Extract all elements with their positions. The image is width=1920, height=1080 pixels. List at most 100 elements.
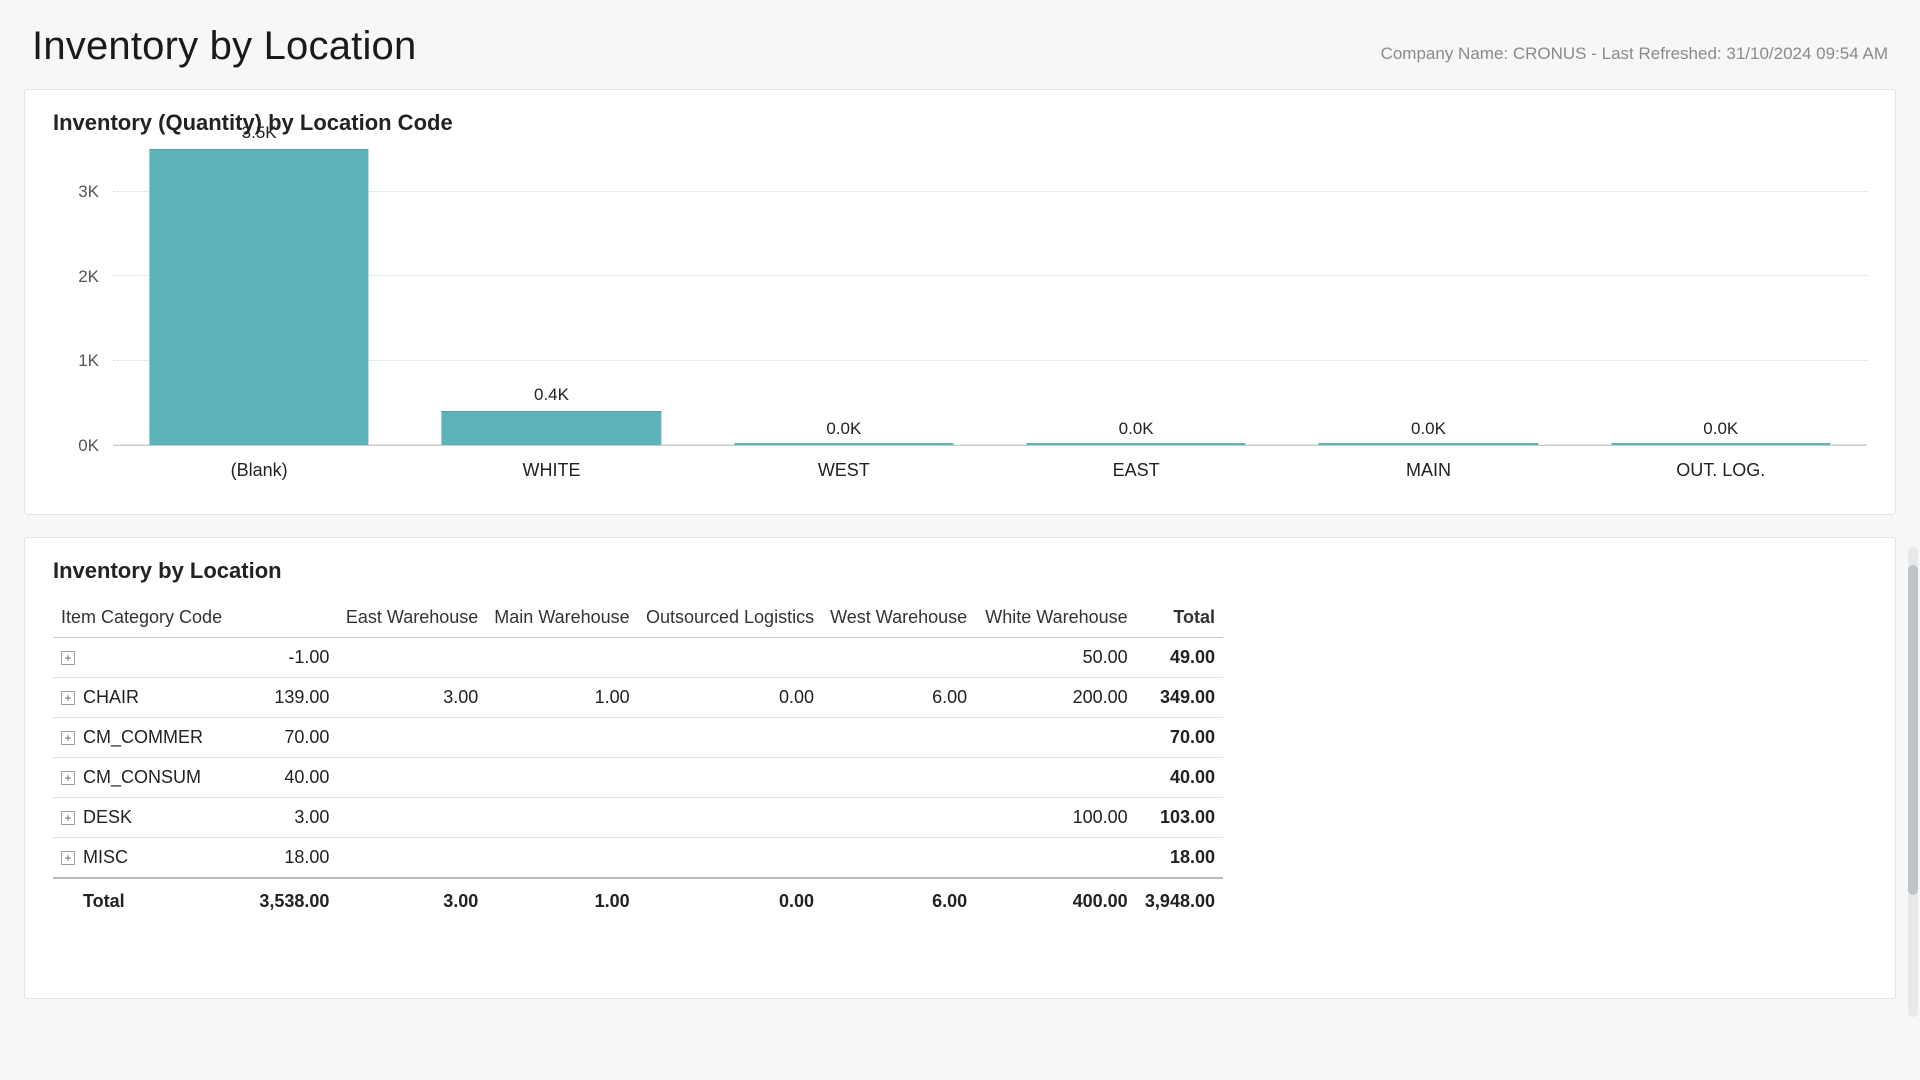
x-tick: EAST [990, 454, 1282, 490]
cell [53, 638, 250, 678]
column-header[interactable]: Main Warehouse [486, 598, 637, 638]
expand-icon[interactable] [61, 691, 75, 705]
footer-cell: 3,948.00 [1136, 878, 1223, 924]
cell [486, 758, 637, 798]
cell: 40.00 [1136, 758, 1223, 798]
table-row[interactable]: DESK 3.00 100.00103.00 [53, 798, 1223, 838]
bars: 3.5K 0.4K 0.0K 0.0K 0.0K 0.0K [113, 150, 1867, 445]
x-tick: WHITE [405, 454, 697, 490]
matrix-table[interactable]: Item Category Code East WarehouseMain War… [53, 598, 1223, 924]
cell: 70.00 [250, 718, 337, 758]
cell [337, 638, 486, 678]
expand-icon[interactable] [61, 731, 75, 745]
cell: 349.00 [1136, 678, 1223, 718]
y-axis: 0K1K2K3K [53, 150, 107, 446]
bar-slot: 0.0K [698, 150, 990, 445]
bar[interactable] [442, 411, 661, 445]
cell [337, 838, 486, 879]
page-header: Inventory by Location Company Name: CRON… [24, 24, 1896, 69]
bar-chart[interactable]: 0K1K2K3K3.5K0.4K0.0K0.0K0.0K0.0K(Blank)W… [53, 150, 1867, 490]
x-tick: (Blank) [113, 454, 405, 490]
cell [486, 638, 637, 678]
bar-value-label: 0.0K [1119, 419, 1154, 439]
cell: 1.00 [486, 678, 637, 718]
cell [337, 758, 486, 798]
category-label: CM_CONSUM [83, 767, 201, 787]
bar[interactable] [150, 149, 369, 445]
column-header[interactable]: Outsourced Logistics [638, 598, 822, 638]
bar-value-label: 0.4K [534, 385, 569, 405]
category-label: DESK [83, 807, 132, 827]
x-tick: OUT. LOG. [1575, 454, 1867, 490]
bar-value-label: 3.5K [242, 123, 277, 143]
cell [638, 838, 822, 879]
column-header[interactable]: Item Category Code [53, 598, 250, 638]
footer-cell: 3,538.00 [250, 878, 337, 924]
footer-cell: 0.00 [638, 878, 822, 924]
expand-icon[interactable] [61, 851, 75, 865]
page-meta: Company Name: CRONUS - Last Refreshed: 3… [1381, 44, 1888, 64]
cell: CM_COMMER [53, 718, 250, 758]
footer-cell: 1.00 [486, 878, 637, 924]
table-row[interactable]: CHAIR139.003.001.000.006.00200.00349.00 [53, 678, 1223, 718]
footer-cell: Total [53, 878, 250, 924]
chart-card: Inventory (Quantity) by Location Code 0K… [24, 89, 1896, 515]
cell [638, 718, 822, 758]
cell: 3.00 [250, 798, 337, 838]
bar[interactable] [734, 443, 953, 445]
column-header[interactable]: West Warehouse [822, 598, 975, 638]
column-header[interactable]: Total [1136, 598, 1223, 638]
expand-icon[interactable] [61, 771, 75, 785]
bar-slot: 0.0K [990, 150, 1282, 445]
cell: 50.00 [975, 638, 1136, 678]
column-header[interactable]: East Warehouse [337, 598, 486, 638]
x-tick: MAIN [1282, 454, 1574, 490]
cell: 3.00 [337, 678, 486, 718]
cell [486, 718, 637, 758]
cell: 18.00 [1136, 838, 1223, 879]
cell: CHAIR [53, 678, 250, 718]
bar-value-label: 0.0K [1703, 419, 1738, 439]
cell [975, 758, 1136, 798]
matrix-card: Inventory by Location Item Category Code… [24, 537, 1896, 999]
table-row[interactable]: CM_COMMER 70.00 70.00 [53, 718, 1223, 758]
category-label: CHAIR [83, 687, 139, 707]
cell [822, 758, 975, 798]
y-tick: 2K [53, 267, 99, 287]
cell [822, 798, 975, 838]
table-row[interactable]: CM_CONSUM40.0040.00 [53, 758, 1223, 798]
cell: 139.00 [250, 678, 337, 718]
cell [337, 798, 486, 838]
cell [638, 638, 822, 678]
expand-icon[interactable] [61, 651, 75, 665]
category-label: CM_COMMER [83, 727, 203, 747]
cell: 18.00 [250, 838, 337, 879]
cell: 70.00 [1136, 718, 1223, 758]
cell [975, 718, 1136, 758]
cell: 6.00 [822, 678, 975, 718]
column-header[interactable] [250, 598, 337, 638]
y-tick: 3K [53, 182, 99, 202]
table-row[interactable]: MISC 18.00 18.00 [53, 838, 1223, 879]
bar-slot: 3.5K [113, 150, 405, 445]
cell [638, 758, 822, 798]
expand-icon[interactable] [61, 811, 75, 825]
column-header[interactable]: White Warehouse [975, 598, 1136, 638]
matrix-title: Inventory by Location [53, 558, 1867, 584]
footer-cell: 3.00 [337, 878, 486, 924]
cell [486, 798, 637, 838]
y-tick: 0K [53, 436, 99, 456]
cell [822, 838, 975, 879]
bar-value-label: 0.0K [1411, 419, 1446, 439]
category-label: MISC [83, 847, 128, 867]
scrollbar-thumb[interactable] [1908, 565, 1918, 895]
bar[interactable] [1611, 443, 1830, 445]
plot-area: 3.5K 0.4K 0.0K 0.0K 0.0K 0.0K [113, 150, 1867, 446]
cell: MISC [53, 838, 250, 879]
bar-slot: 0.0K [1282, 150, 1574, 445]
bar[interactable] [1319, 443, 1538, 445]
table-row[interactable]: -1.0050.0049.00 [53, 638, 1223, 678]
bar[interactable] [1027, 443, 1246, 445]
cell: 103.00 [1136, 798, 1223, 838]
cell: 100.00 [975, 798, 1136, 838]
